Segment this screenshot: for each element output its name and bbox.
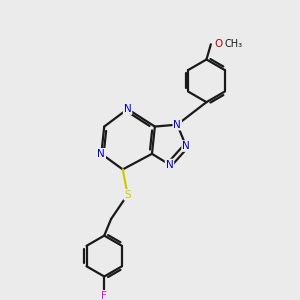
Text: S: S — [124, 190, 131, 200]
Text: CH₃: CH₃ — [225, 39, 243, 49]
Text: N: N — [166, 160, 173, 170]
Text: N: N — [173, 120, 181, 130]
Text: N: N — [124, 104, 131, 114]
Text: F: F — [101, 291, 107, 300]
Text: N: N — [182, 141, 190, 151]
Text: N: N — [98, 149, 105, 159]
Text: O: O — [214, 39, 222, 49]
